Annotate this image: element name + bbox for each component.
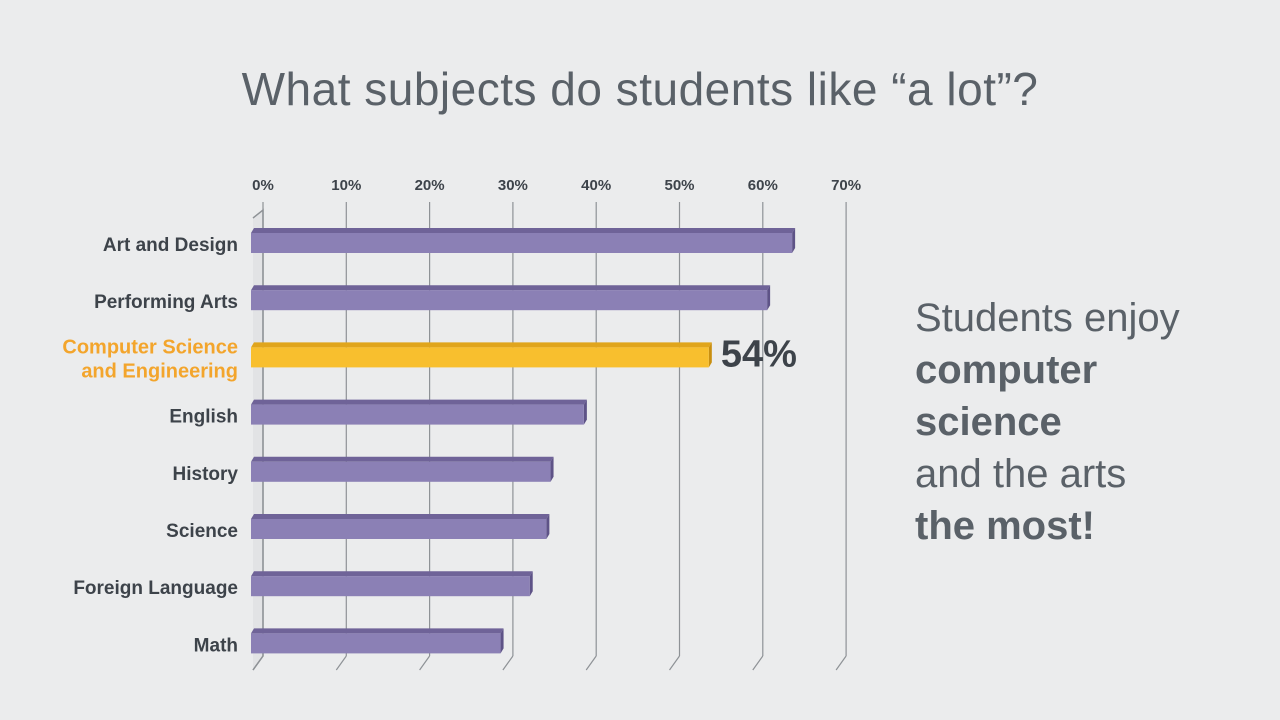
x-tick-label: 40% [581, 177, 611, 194]
bar-face [251, 519, 547, 539]
bar-face [251, 233, 793, 253]
bar-end [767, 285, 771, 311]
category-label: History [173, 464, 239, 485]
category-label: Science [166, 521, 238, 542]
bar [251, 399, 587, 425]
highlight-value-label: 54% [721, 333, 797, 375]
callout-line: and the arts [915, 452, 1127, 496]
chart-left-wall [252, 208, 264, 671]
x-tick-label: 10% [331, 177, 361, 194]
callout-text: Students enjoy computer science and the art… [915, 292, 1180, 552]
bar-top [251, 514, 550, 519]
gridline-base [585, 655, 597, 671]
bar [251, 285, 771, 311]
category-label: Foreign Language [73, 578, 238, 599]
gridline-base [252, 655, 264, 671]
gridline-base [752, 655, 764, 671]
callout-line: the most! [915, 504, 1095, 548]
gridline-base [835, 655, 847, 671]
x-tick-label: 70% [831, 177, 861, 194]
category-labels: Art and Design Performing Arts Computer Sc… [62, 235, 238, 656]
gridlines [252, 202, 847, 671]
bar-top [251, 571, 533, 577]
category-label: English [169, 407, 238, 428]
bar-top [251, 399, 587, 405]
category-label: Performing Arts [94, 292, 238, 313]
callout-line: computer [915, 348, 1098, 392]
bar [251, 514, 550, 539]
x-tick-label: 30% [498, 177, 528, 194]
bar [251, 628, 504, 654]
bar-face [251, 290, 768, 311]
x-tick-label: 50% [664, 177, 694, 194]
gridline-base [419, 655, 431, 671]
bar-top [251, 456, 554, 462]
bars: 54% [251, 228, 797, 654]
category-label: Art and Design [103, 235, 238, 256]
bar-face [251, 576, 530, 597]
bar-face [251, 404, 584, 425]
bar-face [251, 633, 501, 654]
bar [251, 571, 533, 597]
callout-line: Students enjoy [915, 296, 1180, 340]
bar-highlight [251, 342, 712, 368]
bar-end [546, 514, 550, 539]
gridline-base [502, 655, 514, 671]
category-label: and Engineering [81, 360, 238, 382]
x-axis-ticks: 0% 10% 20% 30% 40% 50% 60% 70% [252, 177, 861, 194]
callout-line: science [915, 400, 1062, 444]
category-label: Math [194, 635, 238, 656]
bar-face [251, 461, 551, 482]
bar-top [251, 285, 771, 291]
bar [251, 228, 796, 253]
bar-top [251, 342, 712, 348]
bar-top [251, 228, 796, 233]
bar-end [550, 456, 554, 482]
category-label: Computer Science [62, 336, 238, 358]
bar-end [583, 399, 587, 425]
x-tick-label: 20% [415, 177, 445, 194]
gridline-base [335, 655, 347, 671]
bar-face [251, 347, 709, 368]
page-title: What subjects do students like “a lot”? [241, 63, 1039, 115]
x-tick-label: 60% [748, 177, 778, 194]
bar-end [529, 571, 533, 597]
gridline-base [669, 655, 680, 671]
bar-top [251, 628, 504, 634]
bar-end [500, 628, 504, 654]
bar-end [792, 228, 796, 253]
bar [251, 456, 554, 482]
bar-end [708, 342, 712, 368]
x-tick-label: 0% [252, 177, 274, 194]
